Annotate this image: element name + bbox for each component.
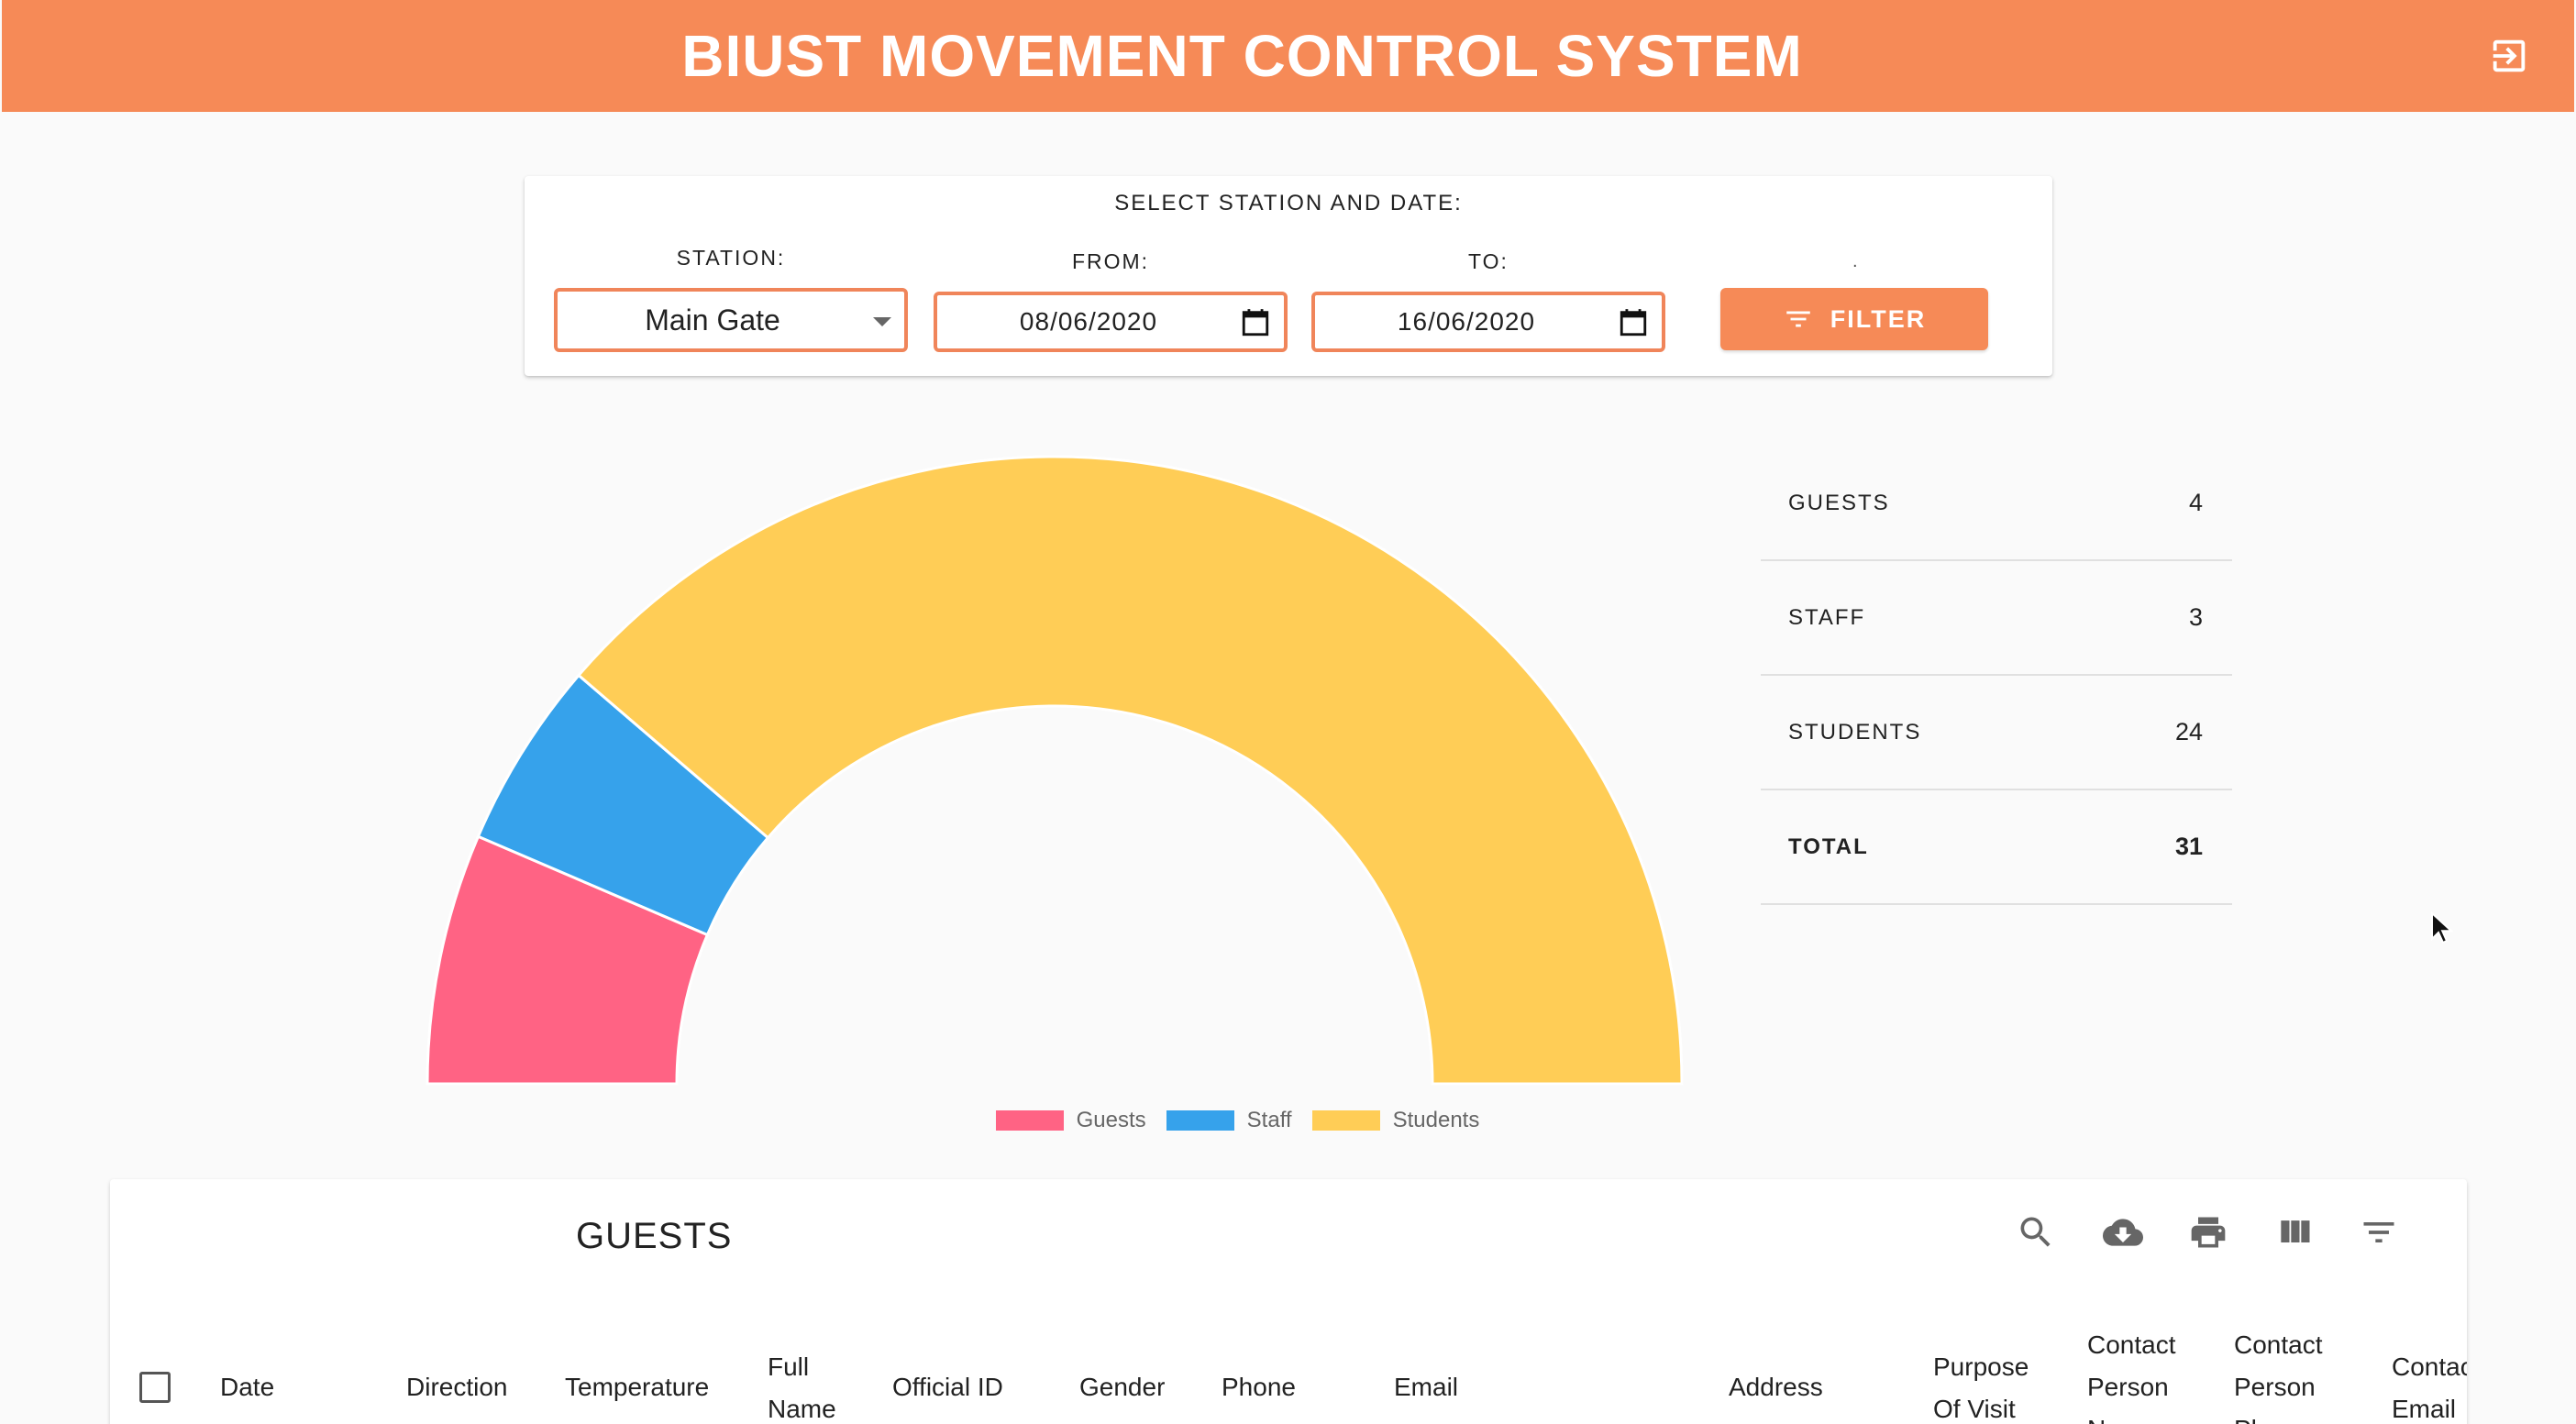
column-header-gender[interactable]: Gender — [1079, 1373, 1166, 1401]
column-header-contact-person-name[interactable]: Contact Person Name — [2087, 1330, 2176, 1424]
from-label: FROM: — [1071, 249, 1150, 273]
stat-label: STUDENTS — [1788, 719, 1922, 745]
chart-slice-students[interactable] — [576, 455, 1684, 1086]
stat-label: STAFF — [1788, 604, 1866, 630]
from-date-input[interactable]: 08/06/2020 — [934, 292, 1288, 352]
column-header-email[interactable]: Email — [1394, 1373, 1459, 1401]
column-header-direction[interactable]: Direction — [406, 1373, 508, 1401]
select-all-checkbox[interactable] — [139, 1372, 171, 1403]
filter-heading: SELECT STATION AND DATE: — [1114, 191, 1463, 215]
station-select[interactable]: Main Gate — [554, 288, 908, 352]
legend-label: Students — [1392, 1108, 1480, 1132]
legend-item-staff[interactable]: Staff — [1166, 1108, 1292, 1133]
logout-icon[interactable] — [2488, 35, 2530, 77]
to-date-value: 16/06/2020 — [1397, 307, 1536, 336]
legend-label: Staff — [1246, 1108, 1292, 1132]
station-select-value: Main Gate — [645, 303, 780, 337]
to-label: TO: — [1468, 249, 1509, 273]
table-title: GUESTS — [576, 1216, 733, 1256]
filter-list-icon[interactable] — [2359, 1212, 2399, 1253]
column-header-purpose-of-visit[interactable]: Purpose Of Visit — [1933, 1352, 2029, 1423]
filter-button-label: FILTER — [1830, 304, 1927, 333]
stats-summary: GUESTS 4 STAFF 3 STUDENTS 24 TOTAL 31 — [1761, 447, 2232, 905]
stat-row-students: STUDENTS 24 — [1761, 676, 2232, 790]
guests-table-card: GUESTS Date Direction Temperature Full N… — [110, 1179, 2467, 1424]
legend-item-guests[interactable]: Guests — [995, 1108, 1146, 1133]
station-label: STATION: — [676, 246, 786, 270]
column-header-official-id[interactable]: Official ID — [892, 1373, 1003, 1401]
stat-row-guests: GUESTS 4 — [1761, 447, 2232, 561]
station-date-filter-card: SELECT STATION AND DATE: STATION: Main G… — [525, 176, 2052, 376]
print-icon[interactable] — [2188, 1212, 2228, 1253]
column-header-contact-email[interactable]: Contact Email — [2392, 1352, 2467, 1423]
calendar-icon[interactable] — [1618, 307, 1649, 338]
column-header-address[interactable]: Address — [1729, 1373, 1823, 1401]
stat-value: 24 — [2174, 718, 2203, 745]
app-title: BIUST MOVEMENT CONTROL SYSTEM — [681, 23, 1803, 89]
column-header-contact-person-phone[interactable]: Contact Person Phone — [2234, 1330, 2323, 1424]
columns-icon[interactable] — [2274, 1212, 2315, 1253]
legend-label: Guests — [1076, 1108, 1146, 1132]
column-header-date[interactable]: Date — [220, 1373, 275, 1401]
stat-value: 3 — [2188, 603, 2203, 631]
stat-row-total: TOTAL 31 — [1761, 790, 2232, 905]
column-header-temperature[interactable]: Temperature — [565, 1373, 710, 1401]
legend-item-students[interactable]: Students — [1311, 1108, 1480, 1133]
legend-swatch — [995, 1110, 1064, 1131]
column-header-phone[interactable]: Phone — [1222, 1373, 1296, 1401]
stat-value: 31 — [2174, 833, 2203, 860]
to-date-input[interactable]: 16/06/2020 — [1311, 292, 1665, 352]
filter-placeholder-label: . — [1852, 251, 1858, 271]
download-icon[interactable] — [2100, 1212, 2146, 1253]
chart-legend: Guests Staff Students — [0, 1108, 2576, 1133]
stat-row-staff: STAFF 3 — [1761, 561, 2232, 676]
filter-list-icon — [1786, 311, 1810, 327]
from-date-value: 08/06/2020 — [1019, 307, 1158, 336]
filter-button[interactable]: FILTER — [1720, 288, 1988, 350]
legend-swatch — [1311, 1110, 1380, 1131]
mouse-cursor-icon — [2431, 911, 2454, 944]
search-icon[interactable] — [2016, 1212, 2056, 1253]
stat-value: 4 — [2188, 489, 2203, 516]
app-header: BIUST MOVEMENT CONTROL SYSTEM — [2, 0, 2574, 112]
dropdown-caret-icon — [873, 317, 891, 326]
stat-label: TOTAL — [1788, 833, 1869, 859]
half-doughnut-chart — [426, 455, 1684, 1086]
calendar-icon[interactable] — [1240, 307, 1271, 338]
column-header-full-name[interactable]: Full Name — [768, 1352, 836, 1423]
legend-swatch — [1166, 1110, 1234, 1131]
stat-label: GUESTS — [1788, 490, 1890, 515]
